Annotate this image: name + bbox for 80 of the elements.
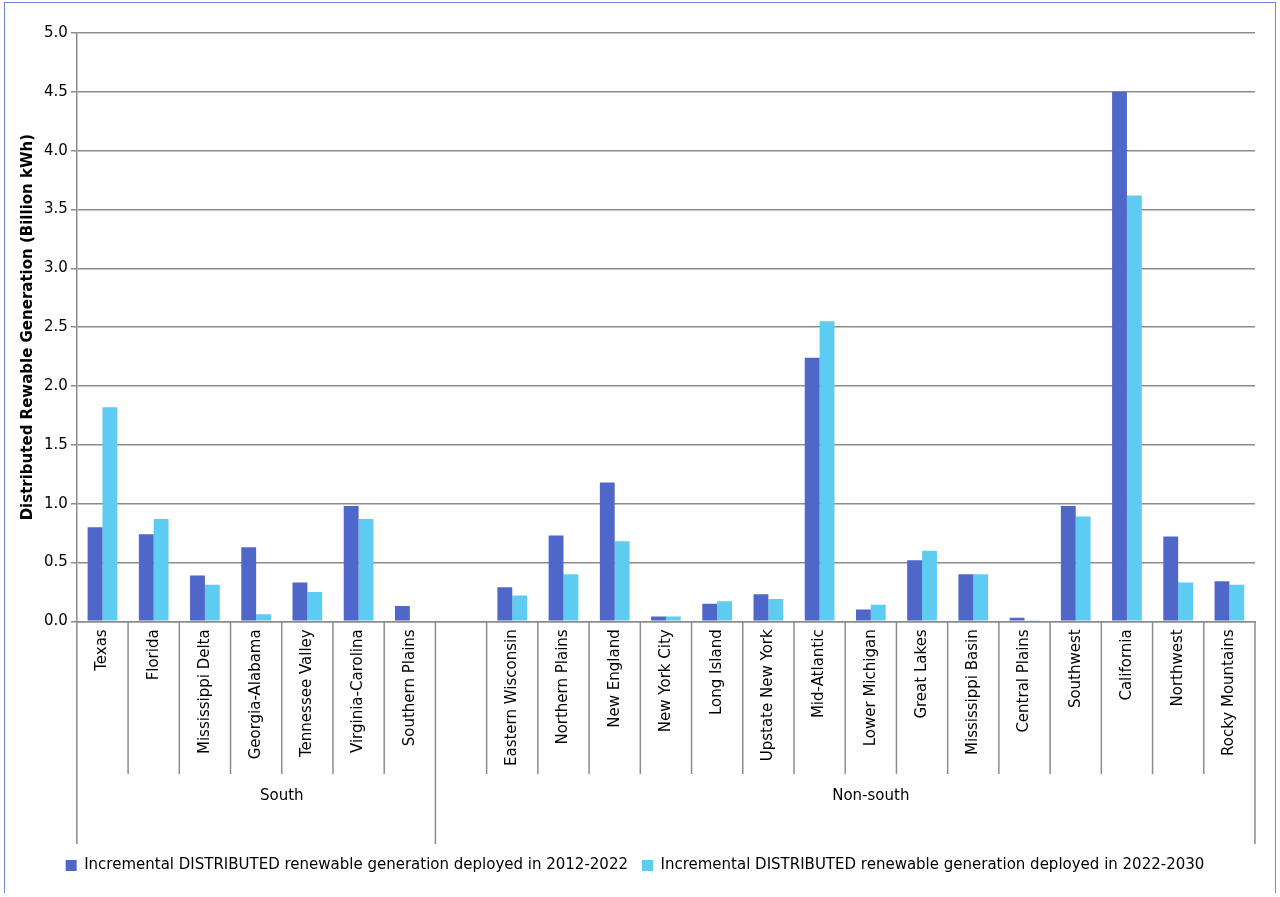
bar <box>1229 584 1245 621</box>
x-tick-label: Upstate New York <box>758 629 777 762</box>
bar <box>1163 536 1179 621</box>
bar <box>855 609 871 621</box>
y-tick-label: 5.0 <box>44 22 68 41</box>
bar <box>1060 506 1076 621</box>
x-tick-label: Long Island <box>707 629 726 716</box>
x-tick-label: California <box>1116 629 1135 701</box>
bar <box>190 575 205 621</box>
x-tick-label: Central Plains <box>1014 629 1033 733</box>
y-tick-label: 3.0 <box>44 258 68 277</box>
bar <box>907 560 923 621</box>
y-tick-label: 2.0 <box>44 375 68 394</box>
x-tick-label: Texas <box>92 629 111 672</box>
x-tick-label: Southern Plains <box>399 629 418 747</box>
y-tick-label: 3.5 <box>44 199 68 218</box>
x-tick-label: Virginia-Carolina <box>348 629 367 754</box>
bar <box>512 595 528 621</box>
bar <box>563 574 579 621</box>
text: South <box>259 785 304 804</box>
x-tick-label: Mississippi Basin <box>963 629 982 755</box>
x-tick-label: Lower Michigan <box>860 629 879 747</box>
y-tick-label: 1.5 <box>44 434 68 453</box>
bar <box>256 614 271 621</box>
bar <box>497 587 513 621</box>
text: Non-south <box>832 785 910 804</box>
y-tick-label: 0.0 <box>44 611 68 630</box>
bar <box>717 601 733 621</box>
bar <box>1112 91 1127 621</box>
bar <box>753 594 769 621</box>
bar <box>819 321 835 621</box>
bar <box>804 357 820 621</box>
x-tick-label: Florida <box>143 629 162 681</box>
x-tick-label: Great Lakes <box>911 629 930 719</box>
bar <box>1214 581 1230 621</box>
bar <box>958 574 974 621</box>
bar <box>241 547 257 621</box>
x-tick-label: Georgia-Alabama <box>246 629 265 760</box>
bar <box>358 518 374 621</box>
bar <box>1009 617 1025 621</box>
legend-label: Incremental DISTRIBUTED renewable generation deployed in 2022-2030 <box>660 855 1205 874</box>
x-tick-label: Mid-Atlantic <box>809 629 828 719</box>
bar <box>1178 582 1194 621</box>
bar <box>768 598 784 621</box>
y-tick-label: 2.5 <box>44 317 68 336</box>
bar <box>702 603 718 621</box>
bar <box>1075 516 1091 621</box>
y-tick-label: 4.5 <box>44 81 68 100</box>
bar <box>87 527 103 621</box>
bar <box>1126 195 1142 621</box>
y-tick-label: 1.0 <box>44 493 68 512</box>
bar <box>307 591 323 621</box>
x-tick-label: Tennessee Valley <box>297 629 316 758</box>
x-tick-label: Southwest <box>1065 629 1084 709</box>
y-tick-label: 4.0 <box>44 140 68 159</box>
bar <box>138 534 154 621</box>
x-tick-label: Eastern Wisconsin <box>502 629 521 767</box>
bar <box>665 616 681 621</box>
y-tick-label: 0.5 <box>44 552 68 571</box>
bar <box>651 616 666 621</box>
bar <box>870 604 886 621</box>
bar <box>973 574 989 621</box>
bar <box>922 550 937 621</box>
bar <box>599 482 615 621</box>
bar <box>102 407 118 621</box>
bar <box>343 506 359 621</box>
x-tick-label: Northern Plains <box>553 629 572 745</box>
x-tick-label: New York City <box>655 629 674 733</box>
bar <box>394 606 410 621</box>
legend-label: Incremental DISTRIBUTED renewable generation deployed in 2012-2022 <box>84 855 629 874</box>
x-tick-label: New England <box>604 629 623 728</box>
bar <box>614 541 630 621</box>
y-axis-title: Distributed Rewable Generation (Billion kWh) <box>17 133 36 521</box>
bar <box>153 518 169 621</box>
bar <box>548 535 564 621</box>
bar <box>204 584 220 621</box>
x-tick-label: Rocky Mountains <box>1219 629 1238 756</box>
x-tick-label: Northwest <box>1168 629 1187 707</box>
bar <box>292 582 308 621</box>
x-tick-label: Mississippi Delta <box>194 629 213 755</box>
